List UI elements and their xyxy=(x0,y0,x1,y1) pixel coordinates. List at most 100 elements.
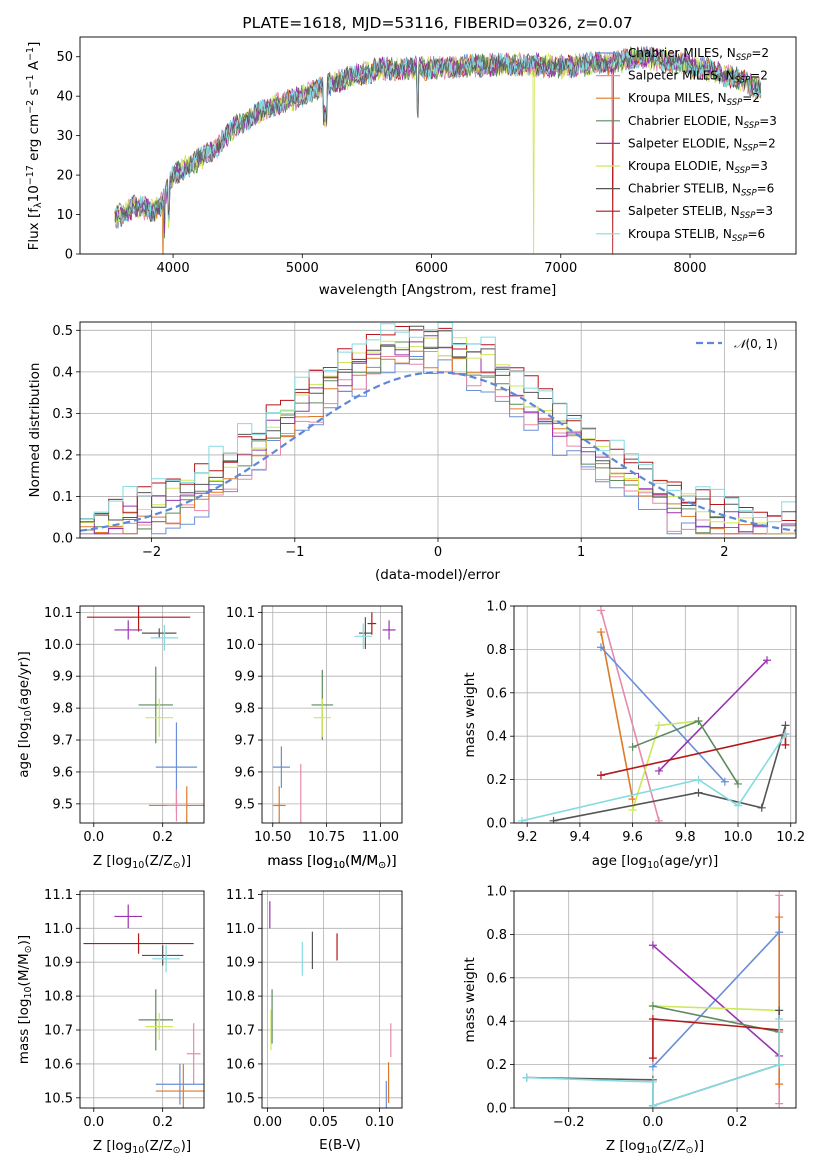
weight-vs-Z-xlabel: Z [log10(Z/Z⊙)] xyxy=(606,1138,704,1156)
marker-chabrier-stelib xyxy=(781,721,790,730)
marker-salpeter-stelib xyxy=(596,771,605,780)
residuals-ytick-label: 0.0 xyxy=(52,532,73,547)
marker-kroupa-stelib xyxy=(648,1077,657,1086)
mass-vs-Z-ytick-label: 11.0 xyxy=(44,922,73,937)
marker-kroupa-stelib xyxy=(522,1073,531,1082)
legend-label-text: Kroupa STELIB, N xyxy=(628,227,732,241)
mass-vs-Z-xlabel-part: Z [log xyxy=(93,1138,132,1154)
weight-vs-Z-ytick-label: 1.0 xyxy=(486,885,507,900)
age-vs-Z-ytick-label: 9.9 xyxy=(52,670,73,685)
spectrum-ytick-label: 40 xyxy=(56,90,73,105)
spectrum-xtick-label: 8000 xyxy=(673,261,706,276)
marker-chabrier-stelib xyxy=(694,788,703,797)
residuals-ytick-label: 0.2 xyxy=(52,448,73,463)
spectrum-ylabel-part: ] xyxy=(26,42,42,47)
age-vs-Z-xlabel-part: ⊙ xyxy=(173,860,181,871)
weight-vs-age-ytick-label: 0.2 xyxy=(486,773,507,788)
marker-chabrier-elodie xyxy=(628,743,637,752)
age-vs-Z-ytick-label: 10.0 xyxy=(44,638,73,653)
mass-vs-EBV-ytick-label: 10.9 xyxy=(226,956,255,971)
weight-vs-age-xlabel-part: age [log xyxy=(592,853,647,869)
marker-chabrier-miles xyxy=(720,777,729,786)
weight-vs-Z-ytick-label: 0.6 xyxy=(486,971,507,986)
point-chabrier-elodie xyxy=(138,666,173,744)
series-line-chabrier-miles xyxy=(600,646,726,783)
weight-vs-age-xlabel-part: 10 xyxy=(647,860,659,871)
point-salpeter-miles xyxy=(166,789,187,822)
mass-vs-EBV-ytick-label: 11.1 xyxy=(226,888,255,903)
age-vs-mass-xlabel-part: mass [log xyxy=(267,853,333,869)
legend-label-sub: SSP xyxy=(732,234,748,244)
age-vs-Z-ytick-label: 10.1 xyxy=(44,606,73,621)
weight-vs-age-frame xyxy=(513,605,797,824)
spectrum-ylabel-part: −2 xyxy=(25,100,36,114)
age-vs-Z-ytick-label: 9.8 xyxy=(52,702,73,717)
series-line-salpeter-elodie xyxy=(658,659,768,772)
marker-kroupa-miles xyxy=(775,913,784,922)
spectrum-plot-area xyxy=(114,45,762,254)
marker-kroupa-stelib xyxy=(694,775,703,784)
age-vs-mass-ytick-label: 10.0 xyxy=(226,638,255,653)
legend-label-kroupa-miles: Kroupa MILES, NSSP=2 xyxy=(628,91,760,108)
legend-label-kroupa-stelib: Kroupa STELIB, NSSP=6 xyxy=(628,227,765,244)
age-vs-mass-ytick-label: 9.7 xyxy=(234,734,255,749)
age-vs-Z-frame xyxy=(79,605,205,824)
point-salpeter-stelib xyxy=(86,606,191,632)
legend-label-salpeter-elodie: Salpeter ELODIE, NSSP=2 xyxy=(628,136,776,153)
mass-vs-Z-ytick-label: 10.5 xyxy=(44,1091,73,1106)
series-line-salpeter-miles xyxy=(600,610,660,822)
weight-vs-age-ytick-label: 0.6 xyxy=(486,686,507,701)
series-line-chabrier-miles xyxy=(652,931,780,1068)
residuals-ytick-label: 0.3 xyxy=(52,407,73,422)
legend-label-salpeter-stelib: Salpeter STELIB, NSSP=3 xyxy=(628,204,773,221)
legend-label-tail: =6 xyxy=(748,227,766,241)
mass-vs-Z-ylabel: mass [log10(M/M⊙)] xyxy=(16,935,34,1064)
spectrum-xtick-label: 7000 xyxy=(544,261,577,276)
residuals-ytick-label: 0.1 xyxy=(52,490,73,505)
marker-kroupa-stelib xyxy=(648,1101,657,1108)
age-vs-mass-xtick-label: 11.00 xyxy=(362,830,399,845)
point-chabrier-miles xyxy=(272,746,290,788)
normal-legend-label: 𝒩(0, 1) xyxy=(734,337,778,351)
legend-label-text: Kroupa ELODIE, N xyxy=(628,159,735,173)
weight-vs-age-xlabel: age [log10(age/yr)] xyxy=(592,853,718,871)
age-vs-mass-ytick-label: 9.9 xyxy=(234,670,255,685)
spectrum-ylabel-part: Flux [f xyxy=(26,207,42,251)
weight-vs-Z-xtick-label: 0.2 xyxy=(727,1115,748,1130)
age-vs-mass-xlabel-rich-part: )] xyxy=(386,853,397,869)
mass-vs-EBV-plot-area xyxy=(269,901,392,1108)
spectrum-ytick-label: 0 xyxy=(65,248,73,263)
marker-salpeter-stelib xyxy=(648,1054,657,1063)
mass-vs-Z-xlabel-part: 10 xyxy=(132,1145,144,1156)
mass-vs-Z-ylabel-part: 10 xyxy=(23,986,34,998)
weight-vs-age-xtick-label: 10.2 xyxy=(776,830,805,845)
spectrum-frame xyxy=(79,36,797,255)
residuals-ylabel: Normed distribution xyxy=(27,363,43,498)
marker-salpeter-miles xyxy=(596,606,605,615)
age-vs-Z-plot-area xyxy=(86,606,204,823)
mass-vs-EBV-ytick-label: 10.7 xyxy=(226,1024,255,1039)
point-chabrier-miles xyxy=(155,1063,204,1105)
marker-salpeter-stelib xyxy=(648,1015,657,1024)
weight-vs-age-ytick-label: 0.4 xyxy=(486,730,507,745)
point-kroupa-miles xyxy=(155,1063,204,1108)
point-chabrier-stelib xyxy=(142,628,177,638)
marker-kroupa-stelib xyxy=(781,730,790,739)
age-vs-Z-xlabel-part: )] xyxy=(181,853,192,869)
legend-label-sub: SSP xyxy=(741,189,757,199)
spectrum-axes: 4000 5000 6000 7000 8000 0 10 20 30 40 50 xyxy=(56,36,797,276)
series-line-kroupa-stelib xyxy=(521,733,787,822)
age-vs-Z-xlabel-part: 10 xyxy=(132,860,144,871)
weight-vs-Z-ytick-label: 0.4 xyxy=(486,1015,507,1030)
residuals-xlabel: (data-model)/error xyxy=(375,567,501,583)
age-vs-Z-ylabel-part: (age/yr)] xyxy=(16,651,32,710)
point-salpeter-stelib xyxy=(367,612,377,635)
spectrum-xlabel: wavelength [Angstrom, rest frame] xyxy=(319,282,557,298)
age-vs-Z-ytick-label: 9.6 xyxy=(52,765,73,780)
weight-vs-Z-frame xyxy=(513,890,797,1109)
age-vs-mass-xlabel-rich-part: (M/M xyxy=(345,853,378,869)
mass-vs-EBV-xlabel: E(B-V) xyxy=(319,1137,361,1153)
histogram-kroupa-stelib xyxy=(80,322,796,538)
